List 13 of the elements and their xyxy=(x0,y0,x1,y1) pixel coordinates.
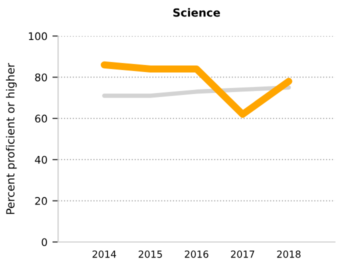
x-tick-label: 2014 xyxy=(92,250,116,258)
y-tick-label: 0 xyxy=(42,238,47,246)
y-tick-label: 60 xyxy=(35,114,47,123)
y-axis-title: Percent proficient or higher xyxy=(6,63,17,214)
x-tick-label: 2018 xyxy=(277,250,301,258)
y-tick-label: 40 xyxy=(34,156,47,164)
x-tick-label: 2016 xyxy=(184,250,208,258)
x-tick-label: 2017 xyxy=(231,250,254,258)
chart-title: Science xyxy=(173,8,220,17)
y-tick-label: 100 xyxy=(28,32,47,40)
y-tick-label: 20 xyxy=(35,197,47,205)
y-tick-label: 80 xyxy=(35,73,47,82)
x-tick-label: 2015 xyxy=(138,250,162,258)
